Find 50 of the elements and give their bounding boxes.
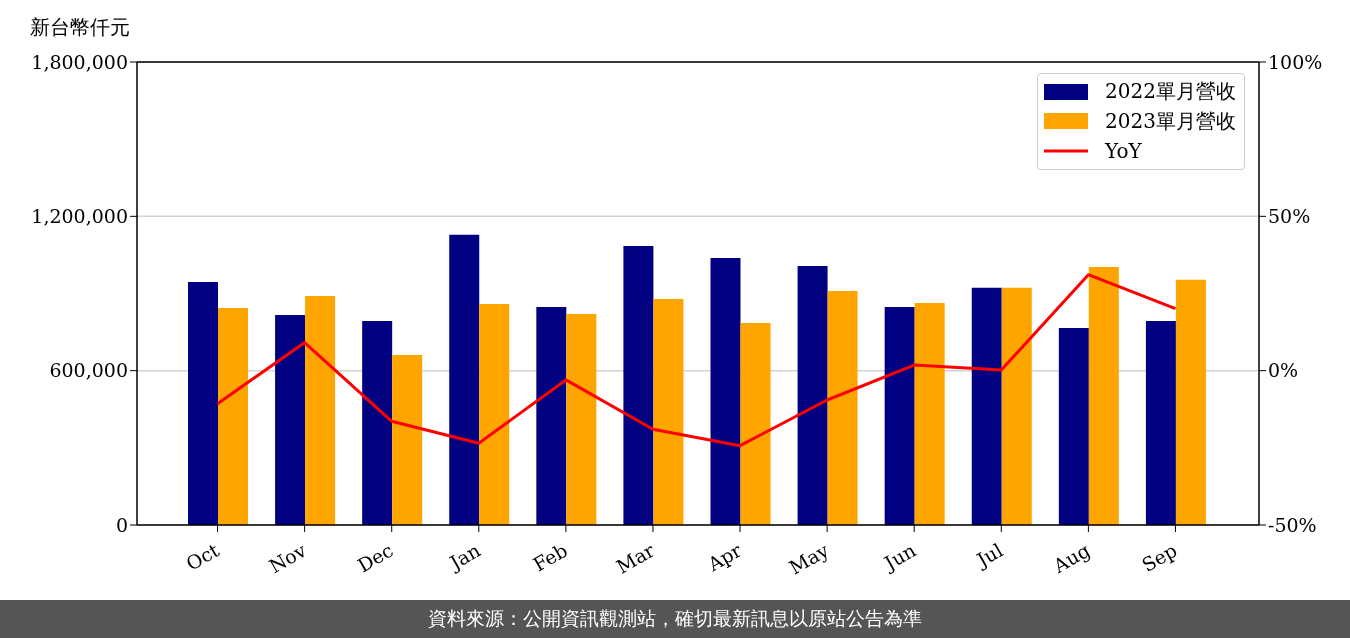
bar — [653, 298, 684, 525]
y-tick-label: 0 — [115, 513, 128, 536]
bar — [188, 281, 218, 525]
bar — [971, 287, 1002, 525]
bar — [1058, 327, 1089, 525]
source-note: 資料來源：公開資訊觀測站，確切最新訊息以原站公告為準 — [428, 606, 922, 631]
legend-label: YoY — [1105, 138, 1142, 163]
x-tick-label: Feb — [529, 538, 571, 576]
bar — [305, 296, 336, 525]
bar — [884, 306, 915, 525]
x-tick-label: Apr — [703, 538, 746, 576]
x-tick-label: Aug — [1048, 538, 1094, 578]
x-tick-label: Jul — [971, 538, 1007, 572]
y-axis-title: 新台幣仟元 — [30, 14, 130, 41]
y2-tick-label: 100% — [1268, 50, 1323, 73]
bar — [392, 354, 423, 525]
bar — [1001, 287, 1032, 525]
y2-tick-label: 50% — [1268, 205, 1311, 228]
legend-label: 2022單月營收 — [1105, 78, 1236, 106]
bar — [536, 306, 567, 525]
bar — [218, 307, 248, 525]
bar — [797, 265, 828, 525]
bar — [710, 258, 741, 525]
x-tick-label: Nov — [265, 538, 310, 578]
x-tick-label: Mar — [612, 538, 659, 578]
bar — [479, 304, 510, 525]
bar — [1145, 321, 1176, 525]
bar — [623, 245, 654, 525]
legend-label: 2023單月營收 — [1105, 107, 1236, 135]
line-series — [216, 273, 1177, 448]
y-tick-label: 1,200,000 — [31, 205, 128, 228]
x-tick-label: Sep — [1138, 538, 1181, 577]
bar — [1088, 267, 1119, 525]
bar — [362, 321, 393, 525]
y2-tick-label: -50% — [1268, 513, 1317, 536]
y-tick-label: 1,800,000 — [31, 50, 128, 73]
x-tick-label: May — [785, 538, 833, 579]
x-tick-label: Oct — [182, 538, 223, 575]
x-tick-label: Jan — [444, 538, 484, 575]
bar — [566, 314, 597, 525]
bar — [449, 234, 480, 525]
y-tick-label: 600,000 — [49, 359, 128, 382]
bar — [1175, 279, 1206, 525]
bar — [275, 315, 306, 525]
bar — [914, 303, 945, 525]
x-tick-label: Dec — [353, 538, 397, 577]
bar — [827, 290, 858, 525]
x-tick-label: Jun — [878, 538, 920, 575]
bar — [740, 323, 771, 525]
y2-tick-label: 0% — [1268, 359, 1299, 382]
